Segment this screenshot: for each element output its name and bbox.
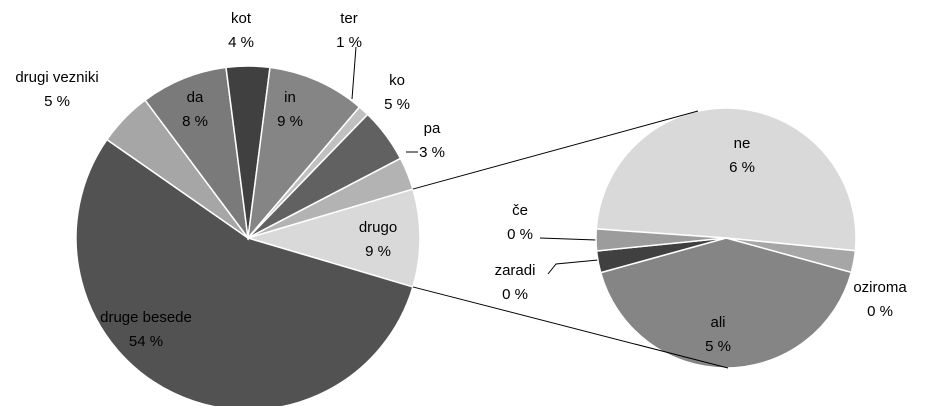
slice-value-label: 9 % [277, 113, 303, 130]
slice-value-label: 6 % [729, 159, 755, 176]
pie-slice [246, 66, 361, 241]
slice-value-label: 5 % [384, 96, 410, 113]
connector-line [412, 110, 699, 190]
slice-value-label: 0 % [867, 303, 893, 320]
slice-label: ter [340, 10, 358, 27]
connector-line [412, 286, 729, 369]
slice-value-label: 0 % [507, 226, 533, 243]
pie-slice [247, 157, 414, 239]
slice-value-label: 54 % [129, 333, 163, 350]
pie-slice [595, 228, 727, 252]
slice-value-label: 9 % [365, 243, 391, 260]
leader-line [351, 46, 357, 100]
slice-value-label: 0 % [502, 286, 528, 303]
slice-value-label: 5 % [705, 338, 731, 355]
slice-label: da [187, 89, 204, 106]
slice-label: oziroma [853, 279, 907, 296]
slice-label: drugi vezniki [15, 69, 98, 86]
slice-value-label: 8 % [182, 113, 208, 130]
slice-label: če [512, 202, 528, 219]
slice-label: ali [710, 314, 725, 331]
leader-line [539, 237, 597, 241]
slice-label: in [284, 89, 296, 106]
slice-label: ne [734, 135, 751, 152]
leader-line [547, 259, 599, 275]
slice-label: zaradi [495, 262, 536, 279]
slice-value-label: 3 % [419, 144, 445, 161]
slice-label: ko [389, 72, 405, 89]
slice-label: druge besede [100, 309, 192, 326]
slice-value-label: 5 % [44, 93, 70, 110]
slice-label: drugo [359, 219, 397, 236]
pie-slice [595, 107, 857, 252]
slice-value-label: 1 % [336, 34, 362, 51]
slice-label: kot [231, 10, 252, 27]
pie-slice [245, 188, 421, 288]
slice-value-label: 4 % [228, 34, 254, 51]
slice-label: pa [424, 120, 441, 137]
pie-slice [75, 138, 414, 406]
pie-slice [144, 66, 250, 241]
